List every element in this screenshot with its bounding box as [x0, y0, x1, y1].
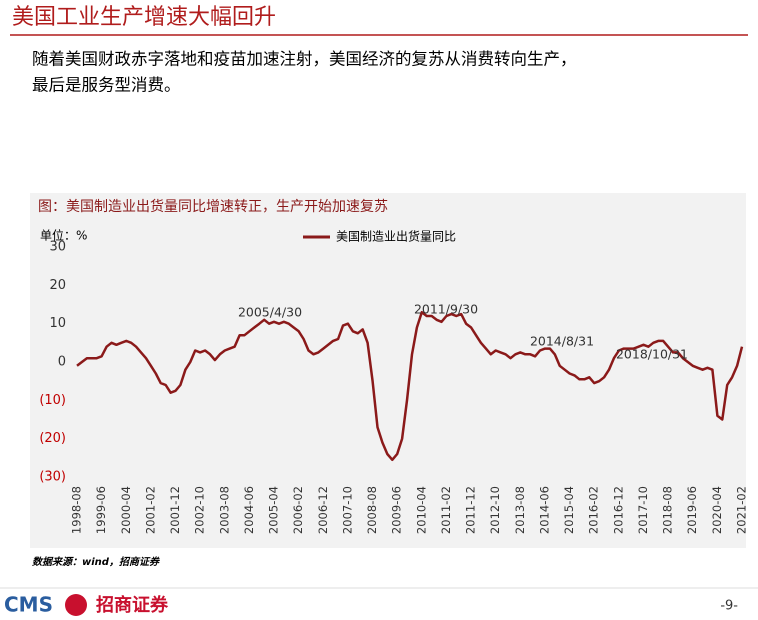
x-tick-label: 2005-04: [267, 486, 281, 534]
y-tick-label: (20): [39, 431, 66, 446]
x-tick-label: 2016-12: [611, 486, 625, 534]
x-tick-label: 2014-06: [537, 486, 551, 534]
legend-label: 美国制造业出货量同比: [336, 229, 456, 244]
x-tick-label: 2009-06: [390, 486, 404, 534]
x-tick-label: 2011-12: [464, 486, 478, 534]
x-tick-label: 2000-04: [119, 486, 133, 534]
chart-title: 图：美国制造业出货量同比增速转正，生产开始加速复苏: [38, 198, 388, 215]
x-tick-label: 2008-08: [365, 486, 379, 534]
x-tick-label: 2007-10: [340, 486, 354, 534]
x-tick-label: 2018-08: [661, 486, 675, 534]
y-tick-label: 30: [49, 240, 66, 255]
data-line: [76, 310, 744, 462]
x-tick-label: 2015-04: [562, 486, 576, 534]
x-tick-label: 2006-02: [291, 486, 305, 534]
x-tick-label: 1999-06: [94, 486, 108, 534]
logo-chinese: 招商证券: [96, 594, 169, 616]
x-tick-label: 2003-08: [217, 486, 231, 534]
x-tick-label: 2004-06: [242, 486, 256, 534]
x-tick-label: 2010-04: [414, 486, 428, 534]
x-tick-label: 2021-02: [735, 486, 749, 534]
y-tick-label: 20: [49, 278, 66, 293]
y-tick-label: (10): [39, 393, 66, 408]
x-tick-label: 2012-10: [488, 486, 502, 534]
logo-latin: CMS: [4, 593, 53, 617]
unit-label: 单位：%: [40, 228, 87, 243]
annotation: 2011/9/30: [414, 302, 478, 317]
body-text: 随着美国财政赤字落地和疫苗加速注射，美国经济的复苏从消费转向生产，: [32, 50, 577, 69]
slide-title: 美国工业生产增速大幅回升: [12, 5, 276, 30]
source-note: 数据来源：wind，招商证券: [32, 556, 160, 568]
y-tick-label: (30): [39, 470, 66, 485]
annotation: 2005/4/30: [238, 305, 302, 320]
x-tick-label: 1998-08: [70, 486, 84, 534]
annotation: 2014/8/31: [530, 334, 594, 349]
x-tick-label: 2011-02: [439, 486, 453, 534]
x-tick-label: 2013-08: [513, 486, 527, 534]
x-tick-label: 2001-12: [168, 486, 182, 534]
y-tick-label: 0: [58, 355, 66, 370]
x-tick-label: 2006-12: [316, 486, 330, 534]
x-tick-label: 2016-02: [587, 486, 601, 534]
x-tick-label: 2017-10: [636, 486, 650, 534]
x-tick-label: 2020-04: [710, 486, 724, 534]
x-tick-label: 2001-02: [143, 486, 157, 534]
body-text: 最后是服务型消费。: [32, 76, 181, 95]
x-tick-label: 2019-06: [685, 486, 699, 534]
annotation: 2018/10/31: [616, 347, 688, 362]
chart-background: [30, 193, 746, 548]
y-tick-label: 10: [49, 316, 66, 331]
x-tick-label: 2002-10: [193, 486, 207, 534]
page-number: -9-: [720, 599, 738, 614]
logo-icon: [65, 594, 87, 616]
